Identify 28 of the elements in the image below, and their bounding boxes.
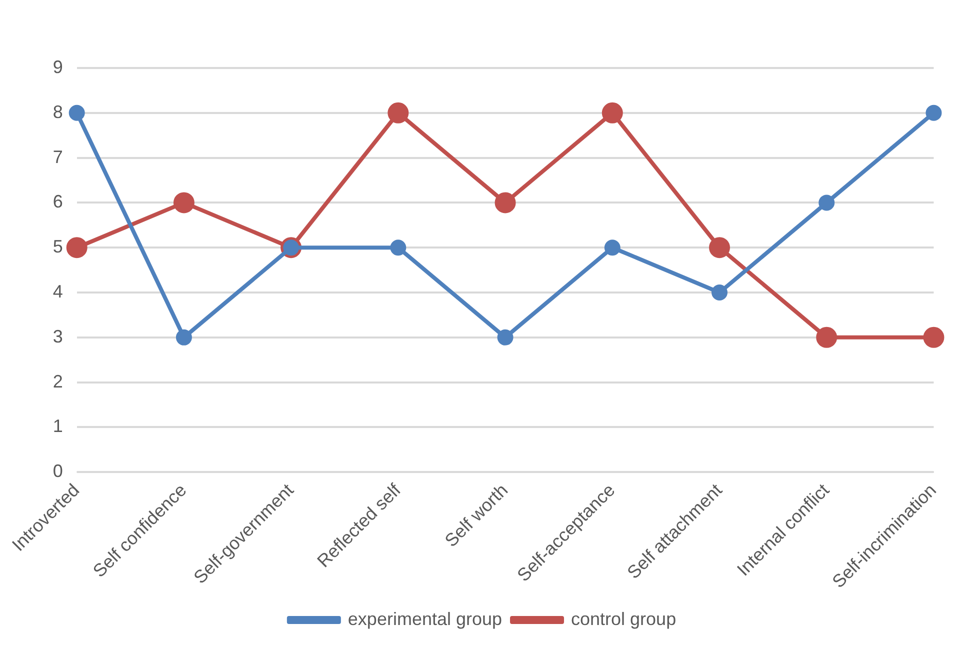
point: [494, 192, 516, 214]
legend-label: control group: [571, 608, 676, 629]
point: [926, 104, 942, 121]
point: [604, 240, 620, 256]
y-tick-label: 6: [52, 192, 63, 212]
point: [68, 104, 85, 121]
y-tick-label: 8: [52, 102, 63, 122]
point: [388, 102, 409, 124]
y-tick-label: 5: [52, 236, 63, 257]
point: [602, 102, 623, 124]
point: [497, 329, 514, 346]
legend-label: experimental group: [348, 608, 502, 629]
point: [816, 326, 838, 348]
y-tick-label: 3: [52, 326, 63, 346]
point: [709, 237, 730, 258]
y-tick-label: 0: [52, 461, 63, 482]
y-tick-label: 1: [52, 416, 63, 436]
point: [176, 329, 192, 346]
point: [923, 326, 944, 348]
point: [818, 194, 835, 211]
y-tick-label: 4: [52, 281, 63, 302]
y-tick-label: 9: [52, 56, 63, 77]
y-tick-label: 7: [52, 146, 63, 167]
point: [66, 237, 88, 258]
point: [390, 240, 406, 256]
point: [173, 192, 194, 214]
point: [712, 284, 728, 301]
y-tick-label: 2: [52, 371, 63, 392]
